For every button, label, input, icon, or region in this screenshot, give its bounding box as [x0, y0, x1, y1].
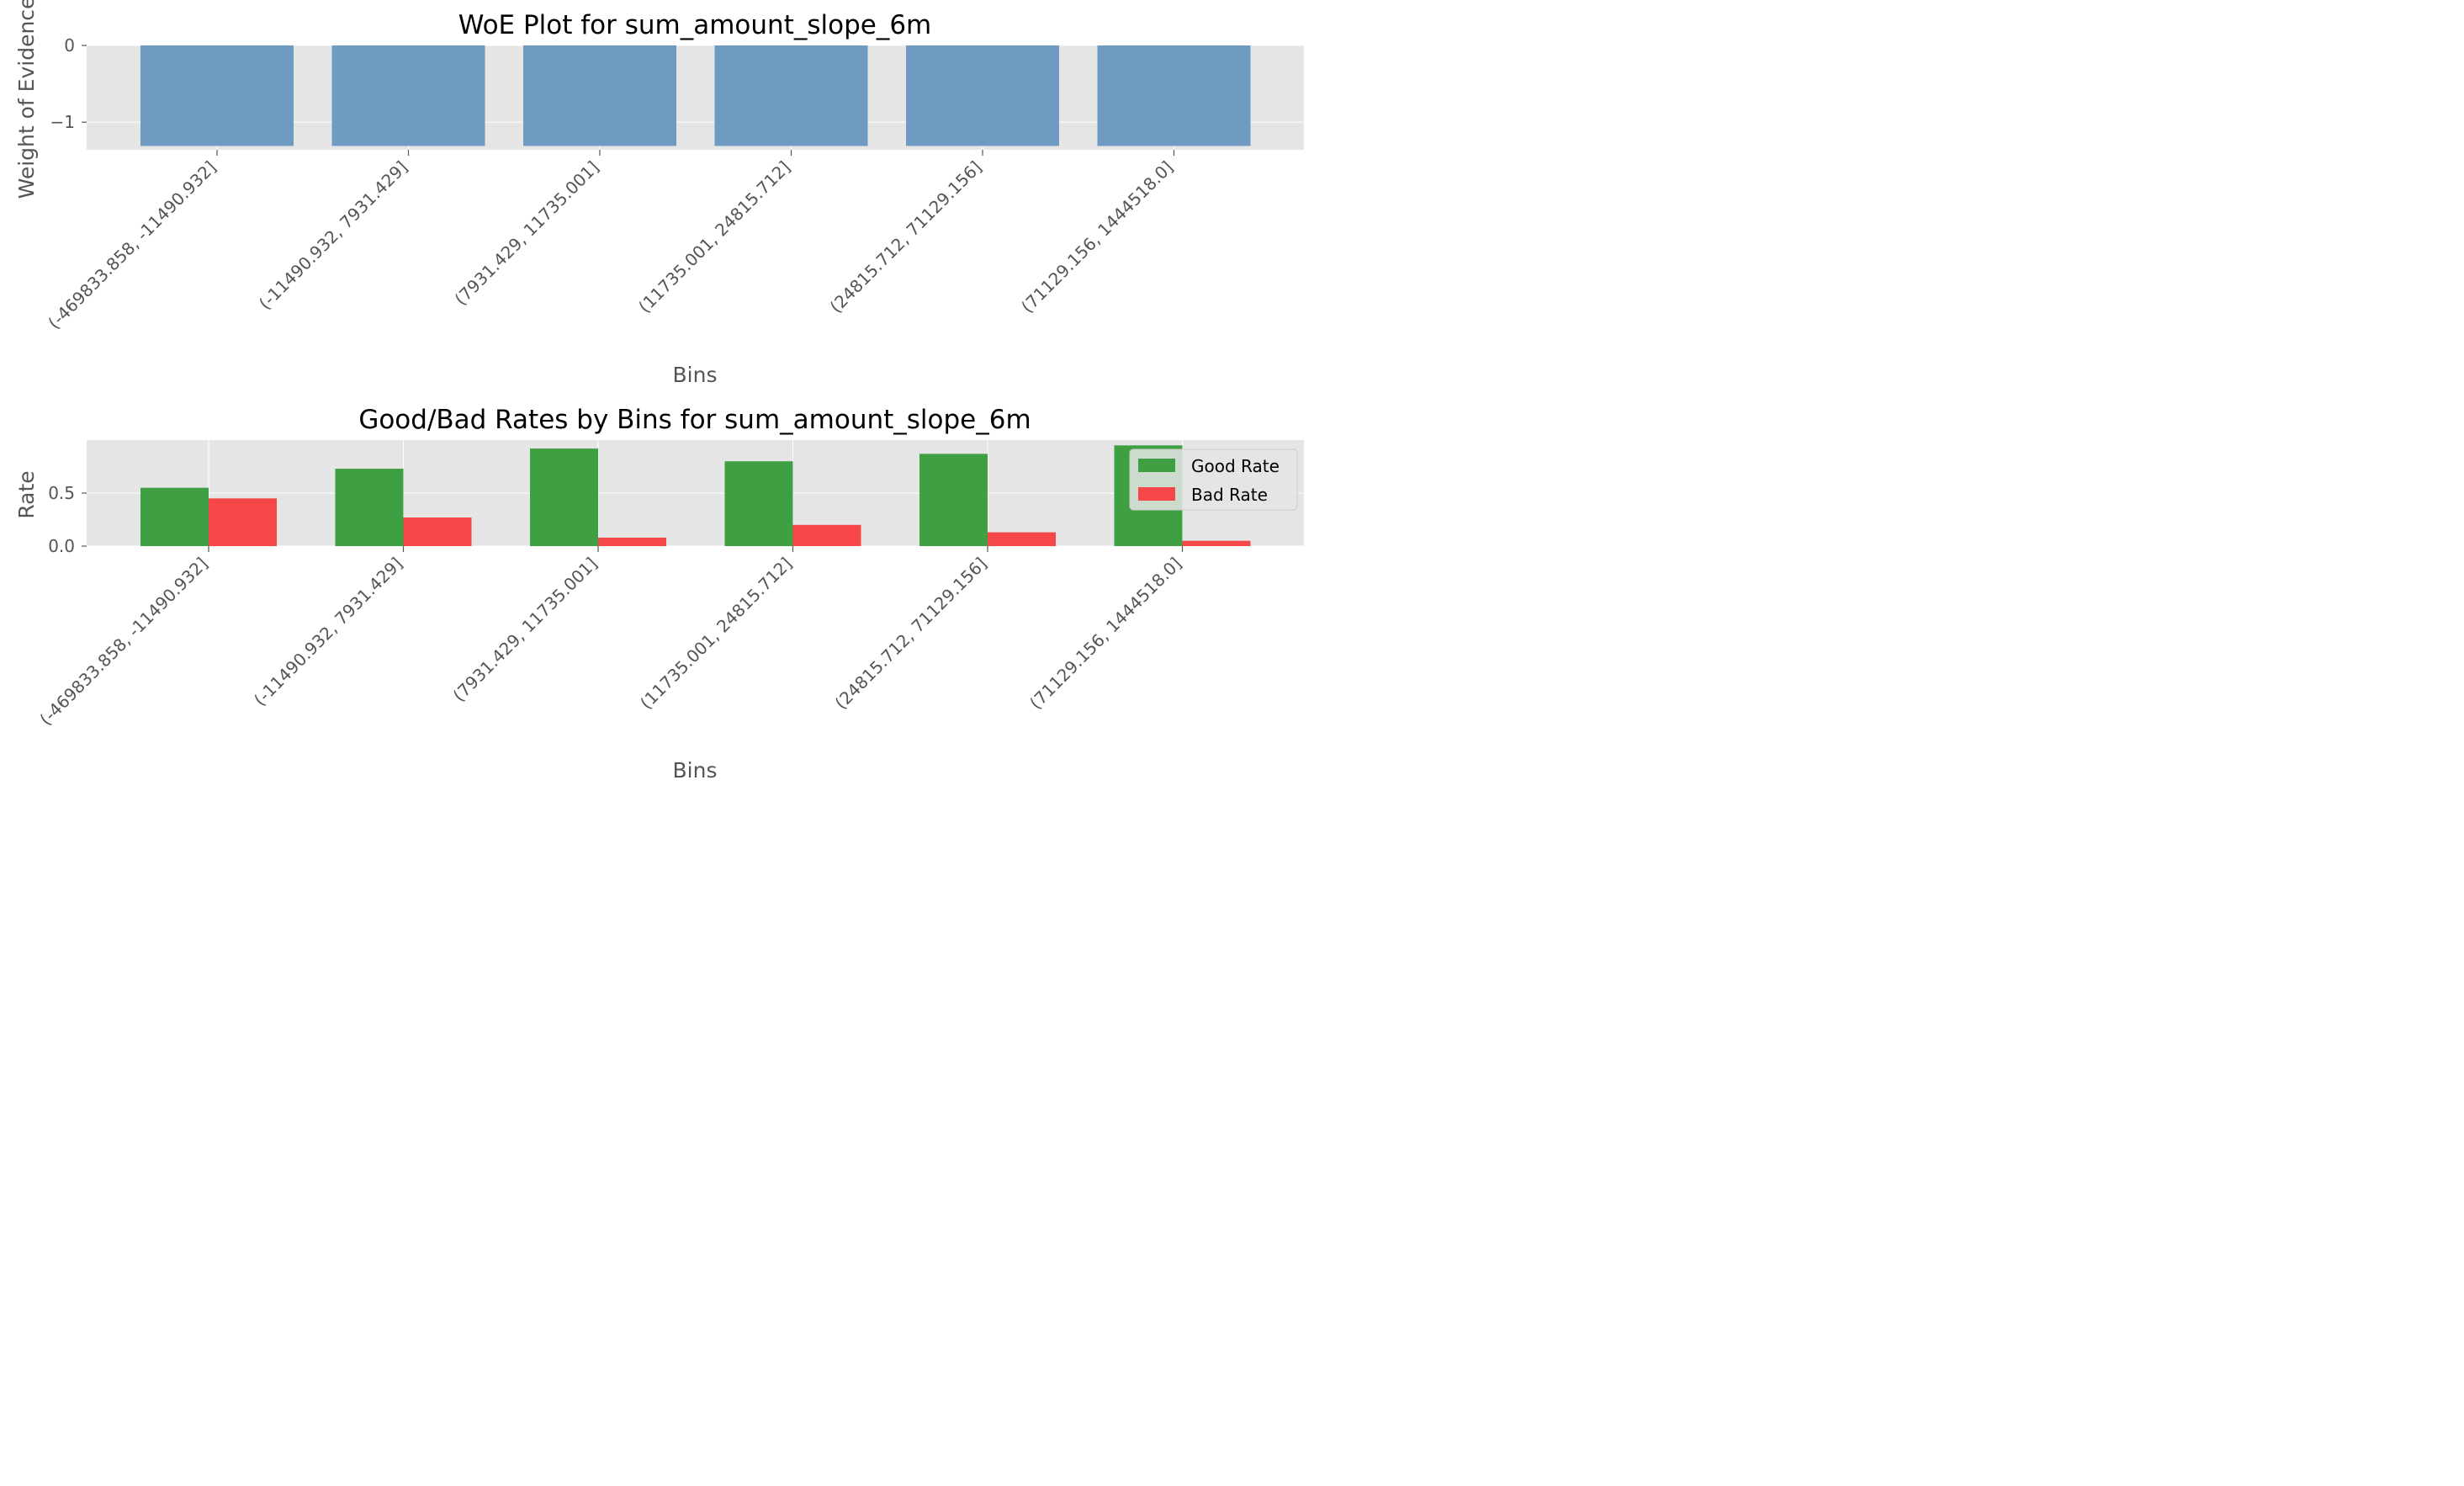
good-rate-bar: [140, 487, 209, 546]
rates-legend: Good Rate Bad Rate: [1129, 448, 1298, 511]
rates-x-tick-label: (7931.429, 11735.001]: [449, 554, 601, 706]
woe-bars: [140, 45, 1251, 146]
bad-rate-bar: [598, 537, 666, 546]
good-rate-bar: [530, 448, 598, 546]
woe-title: WoE Plot for sum_amount_slope_6m: [458, 10, 932, 40]
woe-y-tick-label: 0: [64, 35, 75, 56]
woe-x-tick-label: (7931.429, 11735.001]: [451, 157, 603, 310]
figure: 0−1 (-469833.858, -11490.932] (-11490.932…: [14, 0, 1304, 783]
rates-x-axis-label: Bins: [673, 758, 718, 783]
woe-bar: [1097, 45, 1251, 146]
good-rate-bar: [724, 461, 793, 546]
rates-x-tick-label: (24815.712, 71129.156]: [831, 554, 991, 714]
bad-rate-bar: [1182, 540, 1251, 546]
woe-chart: 0 −1 (-469833.858, -11490.932] (-11490.932…: [14, 0, 1304, 387]
rates-y-tick-label: 0.5: [48, 483, 75, 503]
rates-x-ticks: (-469833.858, -11490.932] (-11490.932, 79…: [35, 546, 1185, 730]
woe-x-tick-label: (-469833.858, -11490.932]: [44, 157, 220, 333]
woe-bar: [906, 45, 1059, 146]
rates-title: Good/Bad Rates by Bins for sum_amount_sl…: [358, 405, 1031, 435]
rates-x-tick-label: (-11490.932, 7931.429]: [250, 554, 406, 710]
rates-x-tick-label: (71129.156, 1444518.0]: [1025, 554, 1185, 714]
legend-swatch-good-rate: [1138, 459, 1175, 472]
bad-rate-bar: [403, 517, 472, 546]
woe-x-tick-label: (24815.712, 71129.156]: [826, 157, 986, 317]
legend-label-bad-rate: Bad Rate: [1191, 485, 1268, 505]
bad-rate-bar: [792, 524, 861, 546]
woe-x-ticks: (-469833.858, -11490.932] (-11490.932, 79…: [44, 150, 1177, 333]
rates-y-tick-label: 0.0: [48, 536, 75, 556]
good-rate-bar: [335, 469, 404, 546]
legend-swatch-bad-rate: [1138, 487, 1175, 501]
woe-x-tick-label: (11735.001, 24815.712]: [634, 157, 794, 317]
good-rate-bar: [919, 454, 988, 546]
woe-x-tick-label: (71129.156, 1444518.0]: [1017, 157, 1177, 317]
bad-rate-bar: [209, 498, 277, 546]
woe-y-ticks: 0 −1: [50, 35, 87, 132]
rates-y-ticks: 0.0 0.5: [48, 483, 87, 556]
woe-bar: [714, 45, 868, 146]
woe-x-tick-label: (-11490.932, 7931.429]: [255, 157, 411, 314]
rates-chart: 0.0 0.5 (-469833.858, -11490.932] (-11490.…: [14, 405, 1304, 783]
rates-x-tick-label: (-469833.858, -11490.932]: [35, 554, 211, 730]
bad-rate-bar: [988, 532, 1056, 546]
woe-x-axis-label: Bins: [673, 363, 718, 387]
woe-bar: [523, 45, 676, 146]
rates-x-tick-label: (11735.001, 24815.712]: [636, 554, 796, 714]
rates-bars: [140, 445, 1251, 546]
woe-y-axis-label: Weight of Evidence: [14, 0, 39, 199]
woe-y-tick-label: −1: [50, 112, 75, 132]
rates-y-axis-label: Rate: [14, 470, 39, 518]
woe-bar: [331, 45, 485, 146]
woe-bar: [140, 45, 294, 146]
legend-label-good-rate: Good Rate: [1191, 456, 1280, 476]
